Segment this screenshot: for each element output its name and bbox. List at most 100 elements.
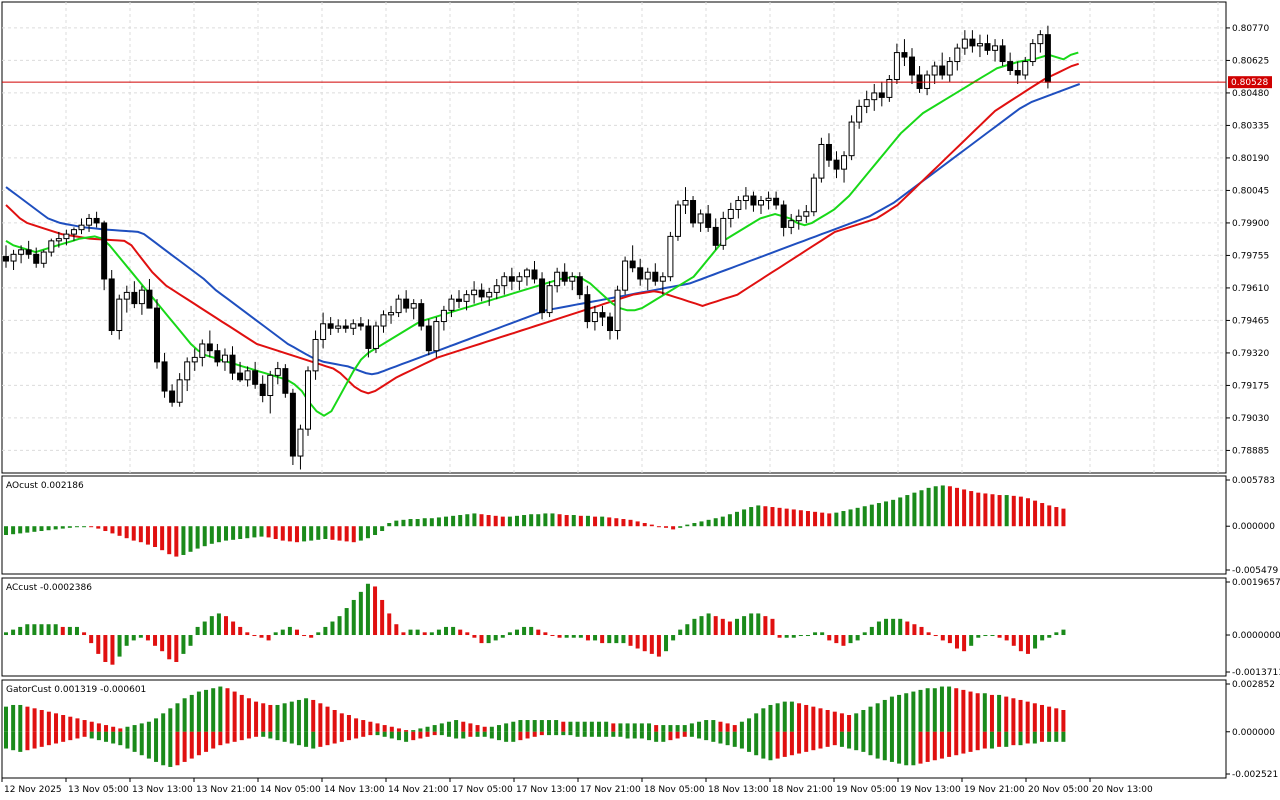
candle-body: [169, 390, 176, 403]
candle-body: [48, 240, 55, 253]
gator-upper-bar: [647, 723, 652, 732]
gator-lower-bar: [375, 731, 380, 736]
gator-lower-bar: [611, 731, 616, 737]
candle: [48, 238, 55, 257]
candle-body: [720, 217, 727, 246]
gator-upper-bar: [425, 726, 430, 732]
candle-body: [237, 372, 244, 381]
gator-upper-bar: [675, 725, 680, 732]
candle: [576, 272, 583, 300]
gator-lower-bar: [454, 731, 459, 739]
ao-bar: [678, 526, 683, 528]
gator-upper-bar: [46, 711, 51, 732]
candle-body: [539, 278, 546, 314]
ao-bar: [706, 519, 711, 527]
gator-lower-bar: [104, 731, 109, 742]
candle-body: [931, 65, 938, 76]
gator-upper-bar: [561, 721, 566, 732]
candle: [599, 305, 606, 327]
gator-lower-bar: [125, 731, 130, 749]
ac-bar: [294, 629, 299, 636]
gator-tick-label: -0.002521: [1232, 770, 1278, 780]
gator-lower-bar: [732, 731, 737, 747]
gator-upper-bar: [789, 701, 794, 732]
gator-lower-bar: [854, 731, 859, 751]
gator-lower-bar: [718, 731, 723, 744]
candle-body: [350, 323, 357, 329]
ao-bar: [912, 492, 917, 527]
gator-lower-bar: [89, 731, 94, 739]
candle: [841, 151, 848, 183]
gator-upper-bar: [947, 686, 952, 732]
gator-lower-bar: [597, 731, 602, 737]
gator-lower-bar: [825, 731, 830, 747]
ao-bar: [862, 506, 867, 527]
gator-upper-bar: [546, 720, 551, 732]
gator-lower-bar: [282, 731, 287, 742]
ao-bar: [401, 519, 406, 527]
candle-body: [312, 338, 319, 372]
ac-bar: [202, 621, 207, 636]
ac-bar: [536, 629, 541, 636]
candle-body: [108, 278, 115, 332]
gator-lower-bar: [1011, 731, 1016, 746]
gator-upper-bar: [854, 713, 859, 732]
gator-upper-bar: [532, 720, 537, 732]
gator-lower-bar: [196, 731, 201, 756]
ac-bar: [238, 626, 243, 636]
candle-body: [629, 260, 636, 269]
candle-body: [697, 213, 704, 224]
candle-body: [440, 309, 447, 323]
ao-bar: [614, 518, 619, 527]
candle-body: [191, 356, 198, 363]
candlestick-series[interactable]: [3, 25, 1051, 470]
ac-bar: [32, 624, 37, 636]
gator-lower-bar: [968, 731, 973, 752]
ao-bar: [1025, 498, 1030, 527]
ao-bar: [919, 490, 924, 527]
ac-bar: [1018, 635, 1023, 652]
ac-bar: [394, 624, 399, 636]
gator-upper-bar: [218, 686, 223, 732]
ac-bar: [245, 632, 250, 636]
gator-lower-bar: [396, 731, 401, 741]
gator-upper-bar: [511, 721, 516, 732]
ao-bar: [46, 526, 51, 531]
gator-upper-bar: [254, 701, 259, 732]
ao-bar: [1054, 507, 1059, 527]
ao-bar: [848, 509, 853, 527]
candle: [493, 278, 500, 300]
gator-upper-bar: [39, 709, 44, 732]
candle: [1044, 25, 1051, 89]
gator-lower-bar: [889, 731, 894, 762]
price-tick-label: 0.79175: [1232, 381, 1269, 391]
candle: [531, 261, 538, 284]
gator-upper-bar: [825, 709, 830, 732]
ao-bar: [252, 526, 257, 538]
gator-lower-bar: [75, 731, 80, 739]
ac-bar: [96, 635, 101, 654]
gator-upper-bar: [804, 704, 809, 732]
gator-upper-bar: [439, 723, 444, 732]
candle-body: [380, 314, 387, 327]
candle: [508, 267, 515, 291]
gator-lower-bar: [446, 731, 451, 737]
ac-bar: [160, 635, 165, 652]
ao-bar: [954, 487, 959, 527]
gator-lower-bar: [554, 731, 559, 736]
ao-bar: [302, 526, 307, 542]
gator-upper-bar: [775, 703, 780, 732]
ao-bar: [550, 513, 555, 527]
candle: [539, 272, 546, 320]
ac-bar: [585, 635, 590, 641]
ac-bar: [862, 632, 867, 636]
gator-upper-bar: [625, 723, 630, 732]
ac-bar: [742, 616, 747, 636]
candle-body: [282, 368, 289, 394]
gator-lower-bar: [496, 731, 501, 741]
candle-body: [946, 61, 953, 76]
ac-bar: [713, 616, 718, 636]
candle-body: [516, 276, 523, 282]
ac-panel: ACcust -0.0002386 0.0019657 0.0000000 -0.0…: [4, 578, 1280, 678]
gator-lower-bar: [661, 731, 666, 742]
